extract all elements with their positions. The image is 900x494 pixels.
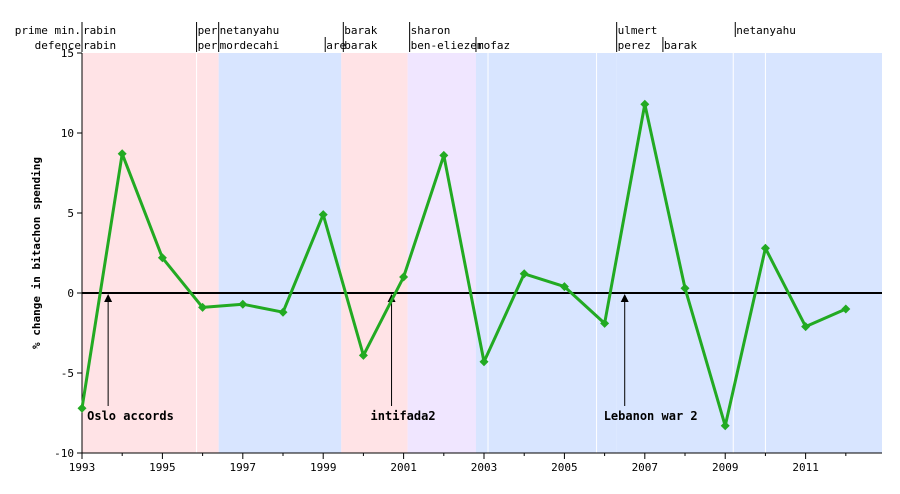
data-point	[358, 350, 368, 360]
defence-name: rabin	[83, 39, 116, 52]
y-tick-label: 10	[61, 127, 74, 140]
data-point	[157, 253, 167, 263]
background-band-likud	[218, 53, 342, 453]
x-tick-label: 1997	[230, 461, 257, 474]
data-point	[439, 150, 449, 160]
series-line	[80, 102, 847, 428]
data-point	[559, 282, 569, 292]
prime_minister-row-label: prime min.	[15, 24, 81, 37]
data-point	[680, 283, 690, 293]
defence-name: are	[326, 39, 346, 52]
data-point	[841, 304, 851, 314]
x-tick-label: 2001	[390, 461, 417, 474]
y-tick-label: 5	[67, 207, 74, 220]
data-point	[399, 272, 409, 282]
x-tick-label: 2009	[712, 461, 739, 474]
defence-row-label: defence	[35, 39, 81, 52]
background-band-labor	[196, 53, 219, 453]
defence-name: barak	[344, 39, 377, 52]
defence-name: per	[198, 39, 218, 52]
y-tick-label: 0	[67, 287, 74, 300]
background-band-likud	[475, 53, 617, 453]
prime_minister-name: per	[198, 24, 218, 37]
data-point	[77, 403, 87, 413]
data-point	[318, 210, 328, 220]
data-point	[479, 357, 489, 367]
x-tick-label: 2003	[471, 461, 498, 474]
background-band-labor	[82, 53, 197, 453]
defence-name: mofaz	[477, 39, 510, 52]
x-tick-label: 2007	[632, 461, 659, 474]
defence-name: barak	[664, 39, 697, 52]
y-tick-label: -10	[54, 447, 74, 460]
prime_minister-name: sharon	[411, 24, 451, 37]
x-tick-label: 1995	[149, 461, 176, 474]
data-point	[238, 299, 248, 309]
data-point	[801, 322, 811, 332]
x-tick-label: 1999	[310, 461, 337, 474]
prime_minister-name: netanyahu	[736, 24, 796, 37]
prime_minister-name: netanyahu	[220, 24, 280, 37]
y-tick-label: 15	[61, 47, 74, 60]
data-point	[760, 243, 770, 253]
data-point	[117, 149, 127, 159]
data-point	[640, 99, 650, 109]
data-point	[720, 421, 730, 431]
defence-name: perez	[618, 39, 651, 52]
annotation-label: Oslo accords	[87, 409, 174, 423]
annotation-label: Lebanon war 2	[604, 409, 698, 423]
background-band-likud	[733, 53, 882, 453]
defence-name: mordecahi	[220, 39, 280, 52]
x-tick-label: 2011	[792, 461, 819, 474]
x-tick-label: 1993	[69, 461, 96, 474]
background-band-unity	[407, 53, 476, 453]
defence-name: ben-eliezer	[411, 39, 484, 52]
prime_minister-name: barak	[344, 24, 377, 37]
data-point	[519, 269, 529, 279]
y-axis-label: % change in bitachon spending	[30, 157, 43, 349]
x-tick-label: 2005	[551, 461, 578, 474]
background-band-labor	[341, 53, 408, 453]
annotation-arrow-head	[104, 294, 113, 302]
annotation-label: intifada2	[371, 409, 436, 423]
data-point	[600, 318, 610, 328]
y-tick-label: -5	[61, 367, 74, 380]
prime_minister-name: ulmert	[618, 24, 658, 37]
annotation-arrow-head	[620, 294, 629, 302]
prime_minister-name: rabin	[83, 24, 116, 37]
data-point	[198, 302, 208, 312]
data-point	[278, 307, 288, 317]
